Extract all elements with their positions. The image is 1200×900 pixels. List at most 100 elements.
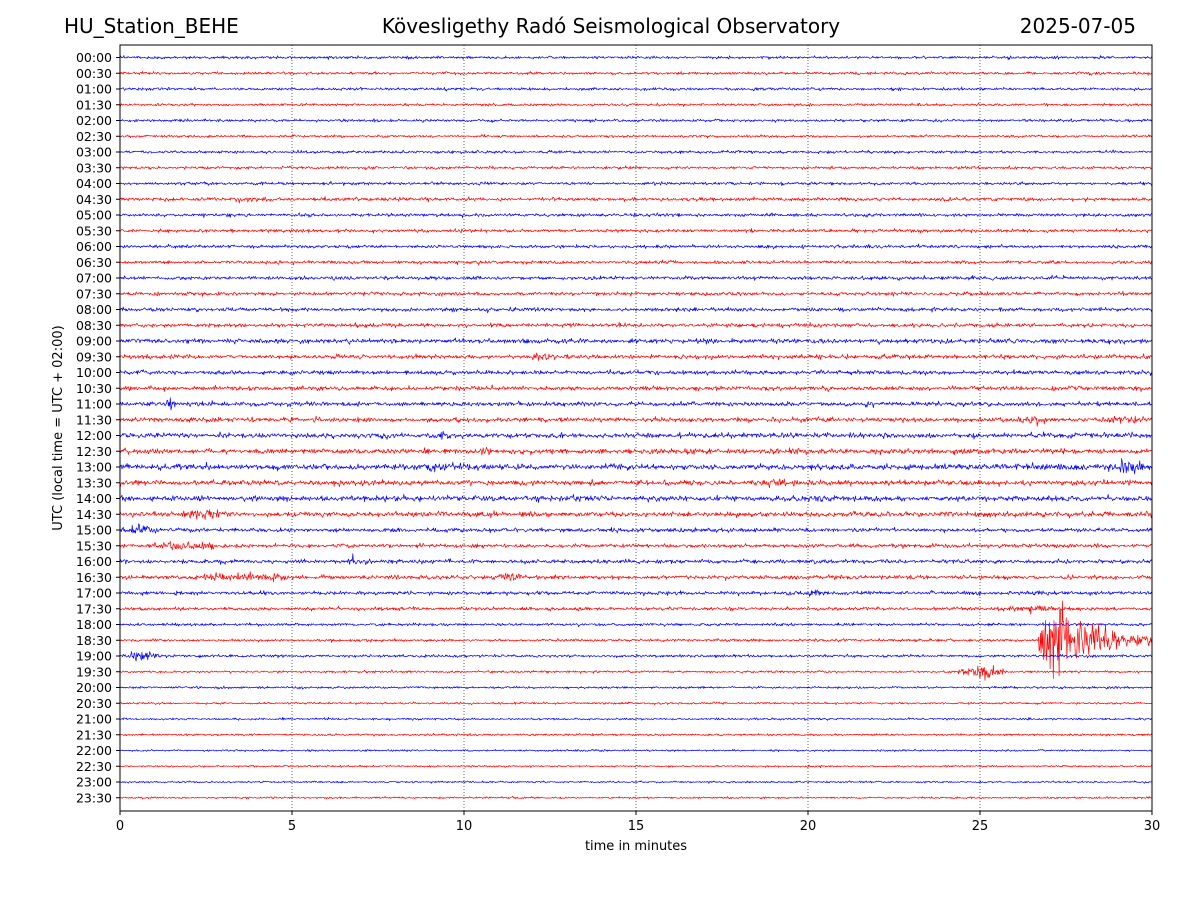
y-tick-label: 16:00 (76, 554, 112, 569)
station-name: HU_Station_BEHE (64, 14, 239, 38)
trace-line (119, 397, 1153, 411)
trace-line (119, 415, 1153, 427)
y-tick-label: 07:30 (76, 286, 112, 301)
y-tick-label: 04:00 (76, 176, 112, 191)
x-axis-label: time in minutes (585, 839, 687, 854)
y-tick-label: 05:00 (76, 208, 112, 223)
y-tick-label: 22:30 (76, 759, 112, 774)
y-tick-label: 00:00 (76, 50, 112, 65)
y-tick-label: 23:00 (76, 775, 112, 790)
x-tick-label: 25 (972, 819, 989, 834)
trace-line (119, 589, 1153, 597)
y-tick-label: 15:30 (76, 538, 112, 553)
y-tick-label: 21:30 (76, 727, 112, 742)
x-axis-ticks: 0 5 10 15 20 25 30 (116, 811, 1160, 834)
y-tick-label: 14:00 (76, 491, 112, 506)
trace-line (119, 748, 1153, 753)
y-tick-label: 18:30 (76, 633, 112, 648)
trace-line (119, 102, 1153, 108)
trace-line (119, 149, 1153, 155)
trace-line (119, 685, 1153, 690)
y-tick-label: 17:00 (76, 586, 112, 601)
y-tick-label: 13:30 (76, 475, 112, 490)
trace-line (119, 180, 1153, 187)
chart-title: Kövesligethy Radó Seismological Observat… (381, 14, 841, 38)
y-tick-label: 12:00 (76, 428, 112, 443)
y-tick-label: 14:30 (76, 507, 112, 522)
y-tick-label: 19:00 (76, 649, 112, 664)
y-tick-label: 07:00 (76, 271, 112, 286)
trace-line (119, 369, 1153, 376)
trace-line (119, 384, 1153, 393)
trace-line (119, 795, 1153, 800)
y-tick-label: 08:30 (76, 318, 112, 333)
y-tick-label: 01:00 (76, 82, 112, 97)
y-tick-label: 16:30 (76, 570, 112, 585)
y-tick-label: 06:00 (76, 239, 112, 254)
y-tick-label: 05:30 (76, 223, 112, 238)
y-tick-label: 20:30 (76, 696, 112, 711)
trace-line (119, 571, 1153, 583)
trace-line (119, 165, 1153, 171)
y-tick-label: 09:30 (76, 349, 112, 364)
trace-line (119, 134, 1153, 139)
trace-line (119, 274, 1153, 281)
trace-line (119, 259, 1153, 266)
x-tick-label: 15 (628, 819, 645, 834)
x-tick-label: 5 (288, 819, 296, 834)
trace-line (119, 243, 1153, 250)
y-tick-label: 22:00 (76, 743, 112, 758)
trace-line (119, 622, 1153, 628)
trace-line (119, 228, 1153, 234)
x-tick-label: 0 (116, 819, 124, 834)
y-tick-label: 04:30 (76, 192, 112, 207)
trace-line (119, 651, 1153, 662)
trace-line (119, 290, 1153, 297)
trace-line (119, 716, 1153, 721)
trace-line (119, 86, 1153, 92)
trace-line (119, 523, 1153, 534)
y-tick-label: 11:30 (76, 412, 112, 427)
y-tick-label: 06:30 (76, 255, 112, 270)
trace-line (119, 701, 1153, 706)
y-tick-label: 08:00 (76, 302, 112, 317)
trace-line (119, 337, 1153, 345)
y-tick-label: 09:00 (76, 334, 112, 349)
trace-line (119, 605, 1153, 615)
trace-line (119, 553, 1153, 565)
x-tick-label: 10 (456, 819, 473, 834)
trace-line (119, 600, 1153, 680)
trace-line (119, 478, 1153, 489)
trace-line (119, 430, 1153, 440)
y-tick-label: 23:30 (76, 790, 112, 805)
x-tick-label: 20 (800, 819, 817, 834)
trace-line (119, 732, 1153, 737)
y-tick-label: 00:30 (76, 66, 112, 81)
y-tick-label: 21:00 (76, 712, 112, 727)
trace-line (119, 352, 1153, 361)
y-tick-label: 12:30 (76, 444, 112, 459)
trace-line (119, 212, 1153, 219)
seismic-traces (119, 55, 1153, 800)
trace-line (119, 306, 1153, 314)
y-tick-label: 10:00 (76, 365, 112, 380)
trace-line (119, 196, 1153, 204)
y-tick-label: 20:00 (76, 680, 112, 695)
trace-line (119, 493, 1153, 503)
trace-line (119, 70, 1153, 76)
y-tick-label: 15:00 (76, 523, 112, 538)
y-tick-label: 03:00 (76, 145, 112, 160)
trace-line (119, 780, 1153, 784)
trace-line (119, 458, 1153, 475)
trace-line (119, 446, 1153, 456)
trace-line (119, 764, 1153, 769)
trace-line (119, 664, 1153, 681)
y-tick-label: 02:30 (76, 129, 112, 144)
y-tick-label: 19:30 (76, 664, 112, 679)
y-tick-label: 11:00 (76, 397, 112, 412)
trace-line (119, 118, 1153, 123)
y-tick-label: 01:30 (76, 97, 112, 112)
trace-line (119, 55, 1153, 61)
chart-date: 2025-07-05 (1019, 14, 1136, 38)
